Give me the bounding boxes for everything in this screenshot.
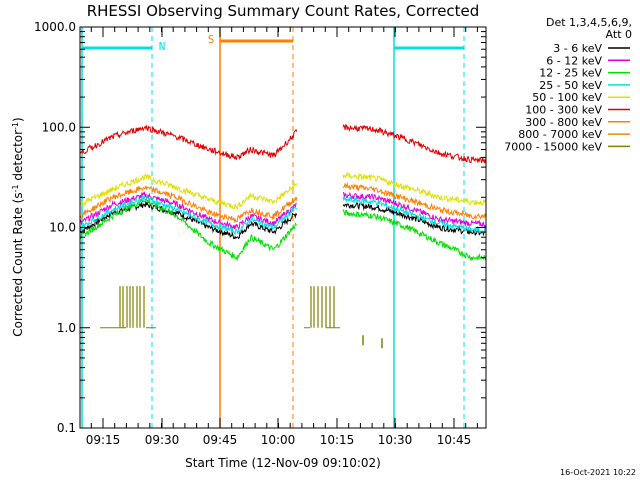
series-line (342, 191, 486, 229)
series-line (80, 198, 297, 262)
annotation-label-s: S (208, 33, 215, 46)
legend-label: 12 - 25 keV (539, 67, 602, 80)
y-axis-label: Corrected Count Rate (s-1 detector-1) (11, 117, 25, 336)
x-tick-label: 10:45 (437, 433, 472, 447)
series-line (80, 190, 297, 230)
axes: 0.1 1.0 10.0 100.0 1000.0 09:15 09:30 09:45 10:0… (34, 20, 487, 447)
x-tick-label: 09:30 (145, 433, 180, 447)
series-line (342, 181, 486, 221)
series-line (342, 201, 486, 237)
legend-label: 800 - 7000 keV (518, 128, 602, 141)
legend-label: 300 - 800 keV (525, 116, 602, 129)
legend-header-2: Att 0 (606, 28, 632, 41)
legend-label: 6 - 12 keV (546, 54, 602, 67)
y-tick-label: 1000.0 (34, 20, 76, 34)
x-tick-label: 10:15 (320, 433, 355, 447)
x-tick-label: 10:00 (261, 433, 296, 447)
series-line (80, 172, 298, 210)
legend-header: Det 1,3,4,5,6,9, (546, 16, 632, 29)
series-line (80, 185, 298, 224)
series-line (342, 195, 486, 235)
series-line (342, 123, 486, 164)
plot-frame (79, 26, 487, 429)
plot-area: NS (80, 27, 486, 428)
series-line (80, 124, 298, 161)
legend-label: 50 - 100 keV (532, 91, 602, 104)
x-axis-label: Start Time (12-Nov-09 09:10:02) (185, 456, 381, 470)
legend-label: 25 - 50 keV (539, 79, 602, 92)
y-tick-label: 0.1 (57, 421, 76, 435)
x-tick-label: 09:45 (203, 433, 238, 447)
legend-label: 7000 - 15000 keV (504, 140, 602, 153)
x-tick-label: 09:15 (86, 433, 121, 447)
plot-clip-group (80, 27, 486, 428)
legend-label: 100 - 300 keV (525, 104, 602, 117)
series-line (342, 208, 486, 262)
series-line (80, 201, 298, 240)
y-tick-label: 10.0 (49, 221, 76, 235)
chart-title: RHESSI Observing Summary Count Rates, Co… (87, 2, 480, 20)
timestamp: 16-Oct-2021 10:22 (560, 468, 636, 477)
y-tick-label: 100.0 (42, 120, 76, 134)
annotation-label-n: N (159, 40, 166, 53)
x-tick-label: 10:30 (378, 433, 413, 447)
series-line (342, 172, 486, 206)
y-tick-label: 1.0 (57, 321, 76, 335)
legend-label: 3 - 6 keV (553, 42, 602, 55)
series-line (80, 194, 298, 236)
